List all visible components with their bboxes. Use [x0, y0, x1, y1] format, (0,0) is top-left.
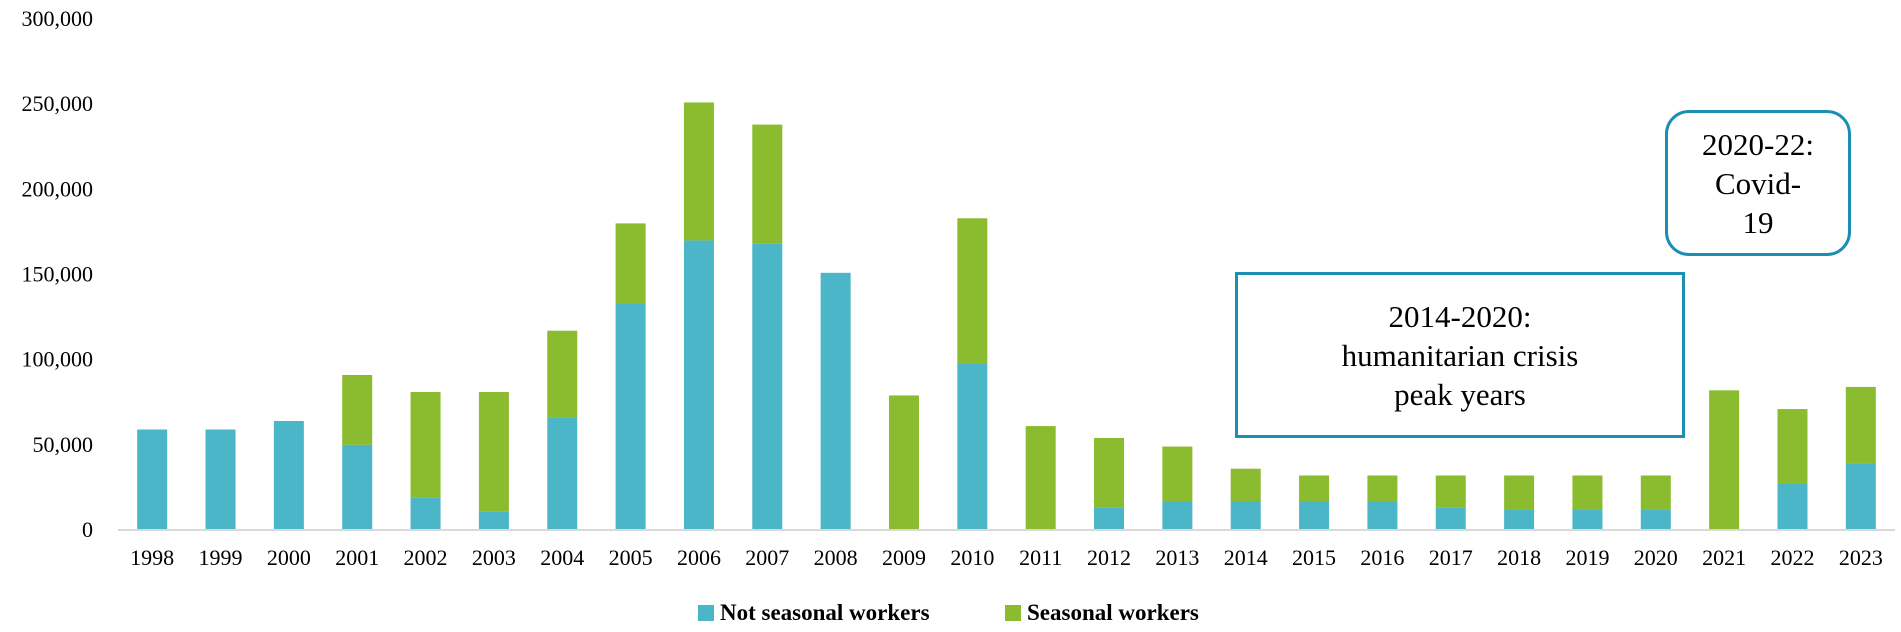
bar-seasonal: [615, 223, 646, 304]
x-tick-label: 2003: [472, 545, 516, 570]
y-tick-label: 200,000: [22, 176, 94, 201]
x-tick-label: 2021: [1702, 545, 1746, 570]
x-tick-label: 2008: [814, 545, 858, 570]
x-tick-label: 2013: [1155, 545, 1199, 570]
bar-seasonal: [1162, 446, 1193, 502]
x-tick-label: 2022: [1770, 545, 1814, 570]
x-axis: 1998 1999 2000 2001 2002 2003 2004 2005 2006 2007…: [118, 529, 1895, 570]
bar-seasonal: [1299, 475, 1330, 502]
bar-seasonal: [478, 392, 509, 512]
bar-seasonal: [1845, 386, 1876, 464]
bar-seasonal: [342, 374, 373, 445]
bar-seasonal: [1094, 438, 1125, 508]
x-tick-label: 2011: [1019, 545, 1062, 570]
x-tick-label: 2016: [1360, 545, 1404, 570]
bar-seasonal: [1504, 475, 1535, 510]
x-tick-label: 2005: [609, 545, 653, 570]
x-tick-label: 1998: [130, 545, 174, 570]
bar-seasonal: [1025, 426, 1056, 530]
x-tick-label: 2001: [335, 545, 379, 570]
x-tick-label: 2020: [1634, 545, 1678, 570]
y-tick-label: 300,000: [22, 6, 94, 31]
bar-not-seasonal: [273, 420, 304, 530]
bar-seasonal: [1367, 475, 1398, 502]
bar-seasonal: [683, 102, 714, 241]
bar-not-seasonal: [1504, 509, 1535, 530]
bar-not-seasonal: [957, 363, 988, 530]
bar-seasonal: [1572, 475, 1603, 510]
bar-not-seasonal: [1299, 501, 1330, 530]
bar-seasonal: [957, 218, 988, 364]
bar-not-seasonal: [1640, 509, 1671, 530]
bar-not-seasonal: [820, 272, 851, 530]
x-tick-label: 2007: [745, 545, 789, 570]
legend-swatch-not-seasonal: [698, 605, 714, 621]
bar-seasonal: [1777, 409, 1808, 485]
bar-not-seasonal: [478, 511, 509, 530]
bar-not-seasonal: [1777, 484, 1808, 530]
x-tick-label: 2018: [1497, 545, 1541, 570]
bar-not-seasonal: [1572, 509, 1603, 530]
bar-not-seasonal: [137, 429, 168, 530]
bar-seasonal: [1230, 468, 1261, 502]
x-tick-label: 2004: [540, 545, 584, 570]
bar-not-seasonal: [410, 497, 441, 530]
bar-seasonal: [888, 395, 919, 530]
bar-seasonal: [752, 124, 783, 244]
y-tick-label: 100,000: [22, 347, 94, 372]
crisis-annotation: 2014-2020: humanitarian crisis peak year…: [1235, 272, 1685, 438]
bar-not-seasonal: [1435, 507, 1466, 530]
bar-not-seasonal: [752, 243, 783, 530]
bar-seasonal: [1435, 475, 1466, 508]
x-tick-label: 2023: [1839, 545, 1883, 570]
bar-not-seasonal: [683, 240, 714, 530]
bar-seasonal: [1709, 390, 1740, 530]
x-tick-label: 2009: [882, 545, 926, 570]
legend-swatch-seasonal: [1005, 605, 1021, 621]
bar-not-seasonal: [205, 429, 236, 530]
crisis-annotation-text: 2014-2020: humanitarian crisis peak year…: [1341, 298, 1579, 412]
bar-not-seasonal: [547, 417, 578, 530]
bar-seasonal: [547, 330, 578, 418]
x-tick-label: 2010: [950, 545, 994, 570]
legend-item-seasonal: Seasonal workers: [1005, 600, 1199, 626]
bar-not-seasonal: [1094, 507, 1125, 530]
bar-not-seasonal: [615, 303, 646, 530]
y-tick-label: 150,000: [22, 262, 94, 287]
bar-not-seasonal: [1845, 463, 1876, 530]
x-tick-label: 2006: [677, 545, 721, 570]
y-tick-label: 0: [82, 517, 93, 542]
bar-not-seasonal: [1162, 501, 1193, 530]
legend-label-seasonal: Seasonal workers: [1027, 600, 1199, 625]
x-tick-label: 2002: [404, 545, 448, 570]
x-tick-label: 2015: [1292, 545, 1336, 570]
bars: [137, 102, 1876, 530]
covid-annotation-text: 2020-22: Covid- 19: [1702, 126, 1814, 240]
x-tick-label: 2017: [1429, 545, 1473, 570]
bar-not-seasonal: [1367, 501, 1398, 530]
legend-label-not-seasonal: Not seasonal workers: [720, 600, 930, 625]
bar-not-seasonal: [1230, 501, 1261, 530]
x-tick-label: 2014: [1224, 545, 1268, 570]
x-tick-label: 2012: [1087, 545, 1131, 570]
y-tick-label: 50,000: [33, 432, 94, 457]
y-tick-label: 250,000: [22, 91, 94, 116]
bar-seasonal: [1640, 475, 1671, 510]
x-tick-label: 1999: [199, 545, 243, 570]
covid-annotation: 2020-22: Covid- 19: [1665, 110, 1851, 256]
legend-item-not-seasonal: Not seasonal workers: [698, 600, 930, 626]
bar-not-seasonal: [342, 444, 373, 530]
bar-seasonal: [410, 392, 441, 498]
x-tick-label: 2000: [267, 545, 311, 570]
x-tick-label: 2019: [1565, 545, 1609, 570]
y-axis: 0 50,000 100,000 150,000 200,000 250,000 300,0…: [22, 6, 94, 542]
